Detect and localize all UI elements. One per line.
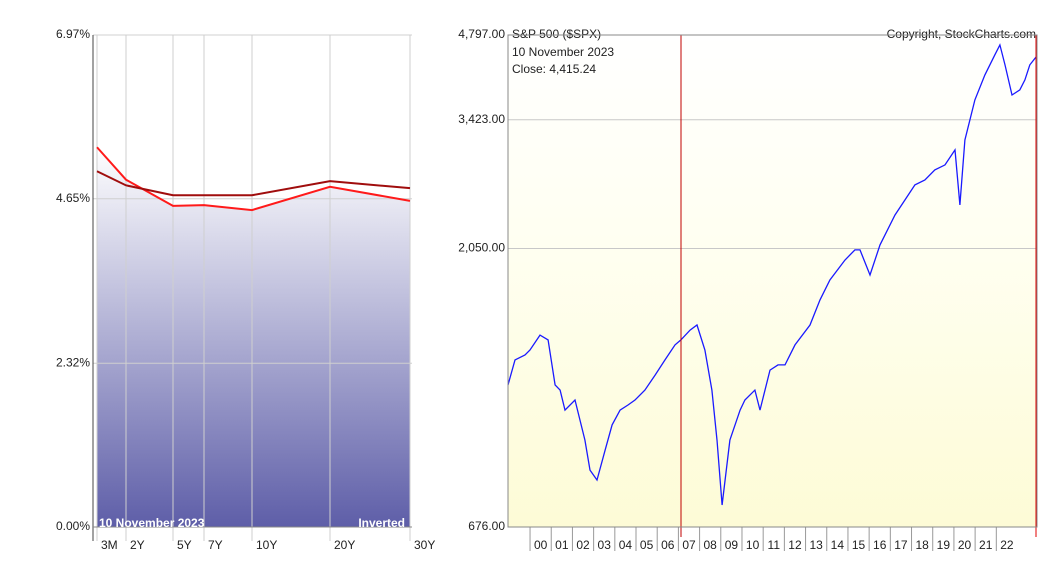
x-tick-label: 10 (746, 538, 760, 552)
y-tick-label: 3,423.00 (458, 112, 505, 126)
y-tick-label: 0.00% (56, 519, 90, 533)
x-tick-label: 05 (640, 538, 654, 552)
plot-frame (507, 34, 1038, 528)
x-tick-label: 07 (682, 538, 696, 552)
yield-curve-chart: 0.00% 2.32% 4.65% 6.97% 3M 2Y 5Y 7Y 10Y 20Y 30Y 10 … (56, 27, 435, 552)
line (96, 170, 411, 197)
x-tick-label: 7Y (208, 538, 223, 552)
area (97, 147, 410, 527)
chart-title: S&P 500 ($SPX) (512, 27, 601, 41)
x-tick-label: 13 (809, 538, 823, 552)
annotation: Copyright, StockCharts.com (887, 27, 1036, 41)
annotation: 10 November 2023 (99, 516, 205, 530)
plot-background (508, 35, 1037, 527)
x-tick-label: 2Y (130, 538, 145, 552)
x-tick-label: 10Y (256, 538, 277, 552)
x-tick-label: 30Y (414, 538, 435, 552)
x-tick-label: 22 (1000, 538, 1014, 552)
x-tick-label: 16 (873, 538, 887, 552)
y-tick-label: 4.65% (56, 191, 90, 205)
x-tick-label: 00 (534, 538, 548, 552)
y-tick-label: 676.00 (468, 519, 505, 533)
y-tick-label: 6.97% (56, 27, 90, 41)
x-tick-label: 11 (768, 538, 781, 552)
annotation: 10 November 2023 (512, 45, 614, 59)
x-tick-label: 12 (788, 538, 802, 552)
x-tick-label: 06 (661, 538, 675, 552)
x-tick-label: 01 (555, 538, 569, 552)
x-tick-label: 08 (704, 538, 718, 552)
x-tick-label: 19 (937, 538, 951, 552)
y-tick-label: 2.32% (56, 355, 90, 369)
x-tick-label: 02 (576, 538, 590, 552)
x-tick-label: 3M (101, 538, 118, 552)
x-tick-label: 18 (915, 538, 929, 552)
annotation: Inverted (358, 516, 405, 530)
x-tick-label: 21 (979, 538, 993, 552)
y-tick-label: 2,050.00 (458, 241, 505, 255)
x-tick-label: 5Y (177, 538, 192, 552)
x-tick-label: 03 (598, 538, 612, 552)
x-tick-label: 09 (725, 538, 739, 552)
x-tick-label: 15 (852, 538, 866, 552)
x-tick-label: 20 (958, 538, 972, 552)
x-tick-label: 17 (894, 538, 908, 552)
line (96, 146, 411, 212)
x-tick-label: 14 (831, 538, 845, 552)
annotation: Close: 4,415.24 (512, 62, 596, 76)
y-tick-label: 4,797.00 (458, 27, 505, 41)
line (507, 43, 1038, 506)
x-tick-label: 04 (619, 538, 633, 552)
x-tick-label: 20Y (334, 538, 355, 552)
